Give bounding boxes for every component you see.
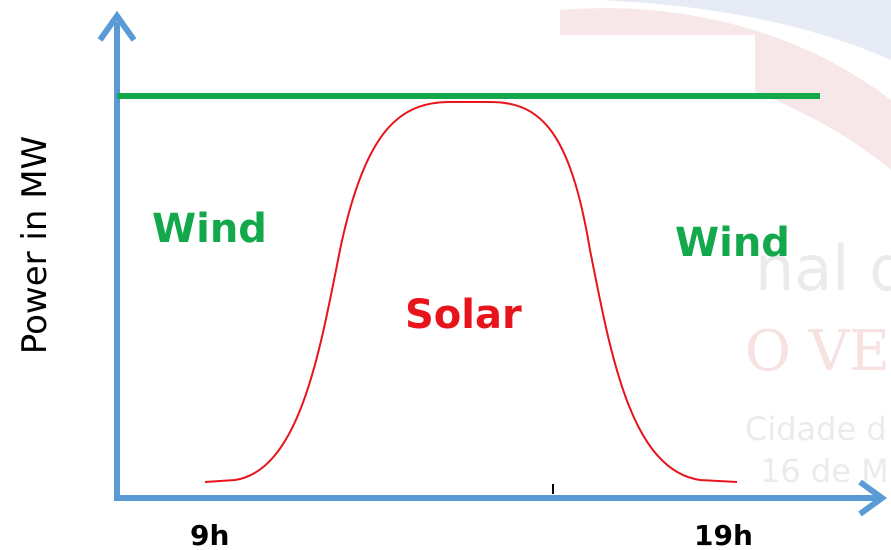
watermark-text: O VE <box>745 319 890 384</box>
y-axis-arrow <box>97 10 137 42</box>
watermark-text: nal d <box>755 232 891 305</box>
x-label: 9h <box>190 519 229 550</box>
cover <box>560 35 755 95</box>
region-label: Wind <box>675 220 790 266</box>
region-label: Wind <box>152 206 267 252</box>
x-axis-arrow <box>858 479 888 517</box>
watermark-text: 16 de M <box>760 452 889 490</box>
solar-curve <box>204 101 738 483</box>
region-label: Solar <box>405 292 522 338</box>
y-axis-label: Power in MW <box>15 136 55 354</box>
watermark-text: Cidade d <box>745 410 887 448</box>
flag-stripe <box>600 0 891 60</box>
x-label: 19h <box>694 519 753 550</box>
